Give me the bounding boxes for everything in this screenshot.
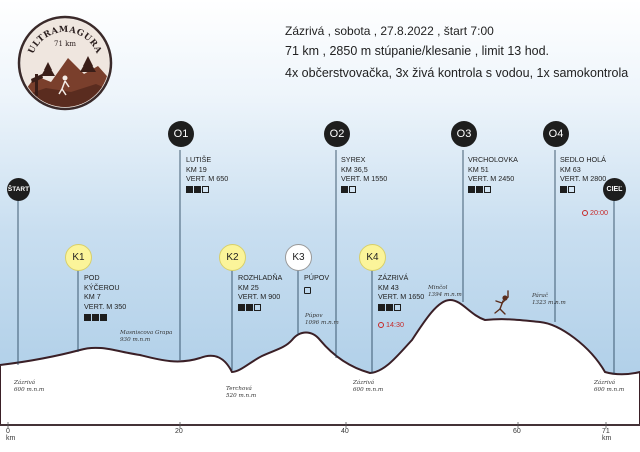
station-info-o2: SYREX KM 36,5 VERT. M 1550 [341, 155, 387, 194]
note-icon [349, 186, 356, 194]
header-line-3: 4x občerstvovačka, 3x živá kontrola s vo… [285, 66, 629, 80]
clock-icon [378, 322, 384, 329]
station-km: KM 43 [378, 282, 399, 292]
ultramagura-logo: ULTRAMAGURA 71 km [17, 15, 113, 111]
water-icon [238, 304, 245, 312]
station-vert: VERT. M 1550 [341, 174, 388, 184]
first-aid-icon [246, 304, 253, 312]
axis-label-40: 40 [341, 428, 349, 435]
axis-ticks [7, 422, 607, 428]
station-vert: VERT. M 1650 [378, 292, 425, 302]
station-name: SYREX [341, 155, 366, 164]
station-info-k3: PÚPOV [304, 273, 329, 295]
clock-icon [582, 210, 588, 217]
station-vert: VERT. M 650 [186, 174, 229, 184]
header-line-2: 71 km , 2850 m stúpanie/klesanie , limit… [285, 44, 550, 58]
alt-label-minciol: Minčol 1394 m.n.m [428, 285, 462, 298]
first-aid-icon [194, 186, 201, 194]
marker-guides [17, 150, 615, 374]
refreshment-badge-o3: O3 [451, 121, 477, 147]
station-info-o3: VRCHOLOVKA KM 51 VERT. M 2450 [468, 155, 518, 194]
refreshment-badge-o1: O1 [168, 121, 194, 147]
station-km: KM 7 [84, 292, 101, 302]
checkpoint-badge-k1: K1 [65, 244, 92, 271]
station-info-k2: ROZHLADŇA KM 25 VERT. M 900 [238, 273, 282, 312]
first-aid-icon [92, 313, 99, 321]
food-icon [468, 186, 475, 194]
header-line-1: Zázrivá , sobota , 27.8.2022 , štart 7:0… [285, 24, 494, 38]
alt-label-pupov: Púpov 1096 m.n.m [305, 313, 339, 326]
station-name: VRCHOLOVKA [468, 155, 518, 164]
station-km: KM 36,5 [341, 164, 368, 174]
station-km: KM 63 [560, 164, 581, 174]
first-aid-icon [386, 304, 393, 312]
alt-label-zazriva-start: Zázrivá 600 m.n.m [14, 380, 45, 393]
food-icon [560, 186, 567, 194]
note-icon [484, 186, 491, 194]
first-aid-icon [476, 186, 483, 194]
note-icon [202, 186, 209, 194]
axis-label-60: 60 [513, 428, 521, 435]
station-vert: VERT. M 350 [84, 301, 127, 311]
alt-label-terchova: Terchová 520 m.n.m [226, 386, 257, 399]
alt-label-zazriva-mid: Zázrivá 600 m.n.m [353, 380, 384, 393]
station-km: KM 19 [186, 164, 207, 174]
checkpoint-badge-k4: K4 [359, 244, 386, 271]
alt-label-zazriva-finish: Zázrivá 600 m.n.m [594, 380, 625, 393]
alt-label-masniscova: Masniscova Grapa 930 m.n.m [120, 330, 173, 343]
water-icon [84, 313, 91, 321]
station-km: KM 51 [468, 164, 489, 174]
station-name: ZÁZRIVÁ [378, 273, 409, 282]
station-info-o4: SEDLO HOLÁ KM 63 VERT. M 2800 [560, 155, 606, 194]
logo-distance: 71 km [54, 40, 76, 48]
water-icon [378, 304, 385, 312]
station-name-2: KÝČEROU [84, 282, 120, 292]
cutoff-time-o4: 20:00 [582, 208, 608, 217]
station-name: POD [84, 273, 100, 282]
shelter-icon [100, 313, 107, 321]
cutoff-time-k4: 14:30 [378, 320, 404, 329]
station-name: PÚPOV [304, 273, 330, 282]
note-icon [394, 304, 401, 312]
camera-icon [304, 287, 311, 295]
runner-icon [494, 290, 509, 315]
note-icon [568, 186, 575, 194]
food-icon [186, 186, 193, 194]
food-icon [341, 186, 348, 194]
station-info-k1: POD KÝČEROU KM 7 VERT. M 350 [84, 273, 126, 322]
station-vert: VERT. M 2800 [560, 174, 607, 184]
terrain-fill [0, 298, 640, 426]
alt-label-parac: Párač 1323 m.n.m [532, 293, 566, 306]
axis-label-0: 0 km [6, 428, 16, 442]
station-name: SEDLO HOLÁ [560, 155, 606, 164]
station-info-o1: LUTIŠE KM 19 VERT. M 650 [186, 155, 228, 194]
refreshment-badge-o4: O4 [543, 121, 569, 147]
station-name: LUTIŠE [186, 155, 212, 164]
refreshment-badge-o2: O2 [324, 121, 350, 147]
axis-label-71: 71 km [602, 428, 612, 442]
checkpoint-badge-k2: K2 [219, 244, 246, 271]
station-km: KM 25 [238, 282, 259, 292]
station-vert: VERT. M 2450 [468, 174, 515, 184]
note-icon [254, 304, 261, 312]
station-vert: VERT. M 900 [238, 292, 281, 302]
start-badge: ŠTART [7, 178, 30, 201]
station-info-k4: ZÁZRIVÁ KM 43 VERT. M 1650 [378, 273, 424, 312]
finish-badge: CIEĽ [603, 178, 626, 201]
station-name: ROZHLADŇA [238, 273, 283, 282]
axis-label-20: 20 [175, 428, 183, 435]
checkpoint-badge-k3: K3 [285, 244, 312, 271]
